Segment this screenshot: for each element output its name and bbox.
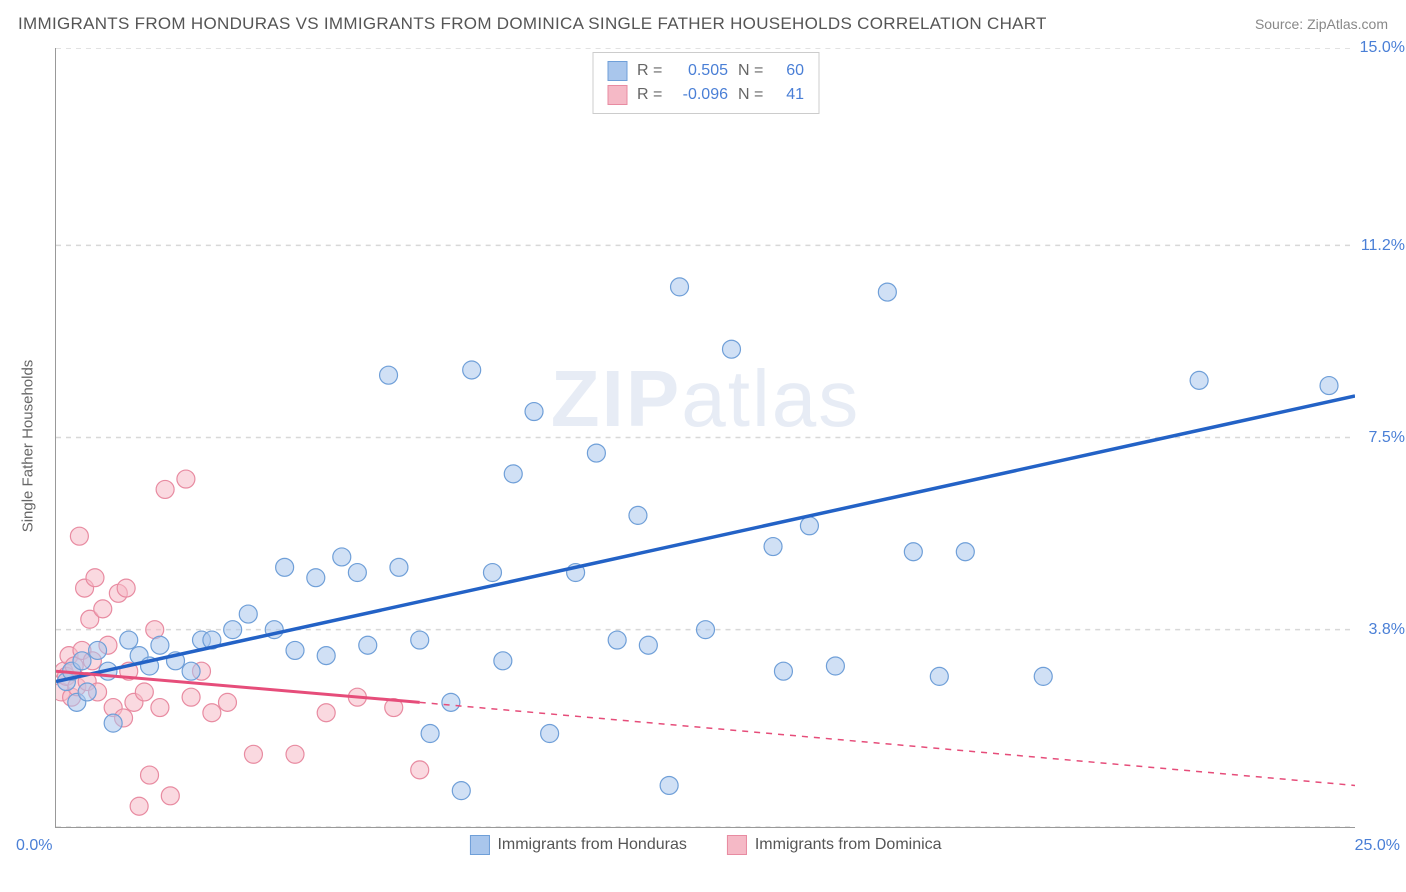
scatter-point xyxy=(380,366,398,384)
scatter-point xyxy=(504,465,522,483)
scatter-point xyxy=(800,517,818,535)
legend-swatch xyxy=(469,835,489,855)
scatter-point xyxy=(671,278,689,296)
scatter-point xyxy=(660,776,678,794)
scatter-point xyxy=(86,569,104,587)
legend-item: Immigrants from Dominica xyxy=(727,835,942,855)
scatter-point xyxy=(930,667,948,685)
scatter-point xyxy=(239,605,257,623)
scatter-point xyxy=(421,725,439,743)
scatter-point xyxy=(141,766,159,784)
y-tick-label: 3.8% xyxy=(1369,621,1405,639)
scatter-point xyxy=(89,641,107,659)
stats-swatch xyxy=(607,85,627,105)
scatter-point xyxy=(774,662,792,680)
y-tick-label: 7.5% xyxy=(1369,429,1405,447)
legend-item: Immigrants from Honduras xyxy=(469,835,686,855)
scatter-point xyxy=(442,693,460,711)
scatter-point xyxy=(317,647,335,665)
scatter-point xyxy=(494,652,512,670)
scatter-point xyxy=(151,699,169,717)
scatter-point xyxy=(161,787,179,805)
bottom-legend: Immigrants from Honduras Immigrants from … xyxy=(469,835,941,855)
chart-title: IMMIGRANTS FROM HONDURAS VS IMMIGRANTS F… xyxy=(18,14,1047,34)
r-value: 0.505 xyxy=(673,62,728,80)
legend-label: Immigrants from Honduras xyxy=(497,836,686,854)
stats-row: R = -0.096 N = 41 xyxy=(607,83,804,107)
scatter-point xyxy=(78,683,96,701)
scatter-point xyxy=(697,621,715,639)
scatter-point xyxy=(182,688,200,706)
scatter-point xyxy=(956,543,974,561)
n-value: 60 xyxy=(774,62,804,80)
x-tick-label: 0.0% xyxy=(16,837,52,855)
scatter-point xyxy=(244,745,262,763)
scatter-point xyxy=(764,538,782,556)
scatter-point xyxy=(151,636,169,654)
scatter-point xyxy=(286,641,304,659)
scatter-point xyxy=(390,558,408,576)
scatter-point xyxy=(452,782,470,800)
scatter-svg xyxy=(56,48,1355,827)
regression-line xyxy=(56,671,420,702)
scatter-point xyxy=(104,714,122,732)
scatter-point xyxy=(904,543,922,561)
y-tick-label: 15.0% xyxy=(1360,39,1405,57)
scatter-point xyxy=(117,579,135,597)
scatter-point xyxy=(348,564,366,582)
scatter-point xyxy=(639,636,657,654)
legend-label: Immigrants from Dominica xyxy=(755,836,942,854)
chart-container: IMMIGRANTS FROM HONDURAS VS IMMIGRANTS F… xyxy=(0,0,1406,892)
scatter-point xyxy=(541,725,559,743)
scatter-point xyxy=(411,631,429,649)
scatter-point xyxy=(70,527,88,545)
scatter-point xyxy=(224,621,242,639)
scatter-point xyxy=(94,600,112,618)
scatter-point xyxy=(276,558,294,576)
n-label: N = xyxy=(738,62,764,80)
r-value: -0.096 xyxy=(673,86,728,104)
scatter-point xyxy=(177,470,195,488)
scatter-point xyxy=(587,444,605,462)
scatter-point xyxy=(463,361,481,379)
scatter-point xyxy=(317,704,335,722)
scatter-point xyxy=(307,569,325,587)
scatter-point xyxy=(135,683,153,701)
scatter-point xyxy=(182,662,200,680)
scatter-point xyxy=(333,548,351,566)
r-label: R = xyxy=(637,86,663,104)
y-tick-label: 11.2% xyxy=(1361,237,1405,255)
stats-box: R = 0.505 N = 60 R = -0.096 N = 41 xyxy=(592,52,819,114)
stats-swatch xyxy=(607,61,627,81)
scatter-point xyxy=(156,480,174,498)
x-tick-label: 25.0% xyxy=(1355,837,1400,855)
scatter-point xyxy=(483,564,501,582)
scatter-point xyxy=(218,693,236,711)
y-axis-title: Single Father Households xyxy=(20,360,37,533)
n-value: 41 xyxy=(774,86,804,104)
r-label: R = xyxy=(637,62,663,80)
scatter-point xyxy=(359,636,377,654)
scatter-point xyxy=(411,761,429,779)
n-label: N = xyxy=(738,86,764,104)
scatter-point xyxy=(878,283,896,301)
scatter-point xyxy=(120,631,138,649)
regression-line xyxy=(420,702,1355,785)
scatter-point xyxy=(203,704,221,722)
scatter-point xyxy=(629,506,647,524)
plot-area: ZIPatlas 3.8%7.5%11.2%15.0% 0.0%25.0% R … xyxy=(55,48,1355,828)
source-label: Source: ZipAtlas.com xyxy=(1255,16,1388,32)
scatter-point xyxy=(130,797,148,815)
scatter-point xyxy=(1320,377,1338,395)
scatter-point xyxy=(826,657,844,675)
scatter-point xyxy=(608,631,626,649)
scatter-point xyxy=(286,745,304,763)
scatter-point xyxy=(1034,667,1052,685)
legend-swatch xyxy=(727,835,747,855)
stats-row: R = 0.505 N = 60 xyxy=(607,59,804,83)
scatter-point xyxy=(73,652,91,670)
scatter-point xyxy=(722,340,740,358)
scatter-point xyxy=(1190,371,1208,389)
scatter-point xyxy=(525,403,543,421)
